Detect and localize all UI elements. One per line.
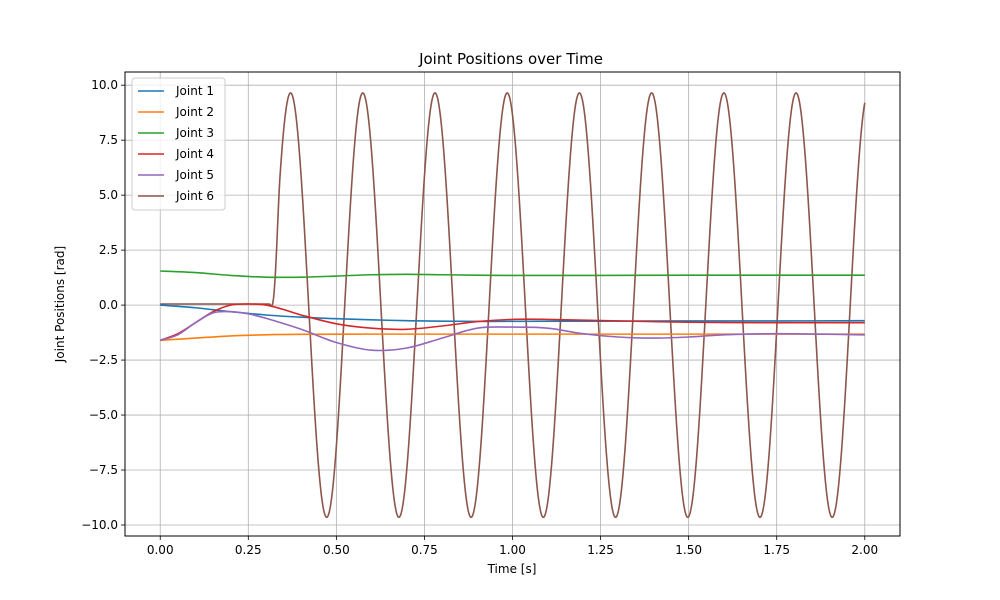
- y-tick-label: 2.5: [99, 243, 118, 257]
- legend-label: Joint 5: [175, 168, 214, 182]
- x-tick-label: 1.00: [499, 543, 526, 557]
- legend-box: [131, 77, 226, 211]
- chart-title: Joint Positions over Time: [418, 50, 603, 68]
- x-tick-label: 0.00: [147, 543, 174, 557]
- series-line-joint-3: [160, 270, 865, 279]
- x-axis-label: Time [s]: [487, 562, 537, 576]
- x-tick-label: 0.25: [235, 543, 262, 557]
- legend-label: Joint 3: [175, 126, 214, 140]
- legend-label: Joint 2: [175, 105, 214, 119]
- y-tick-label: −7.5: [89, 463, 118, 477]
- x-tick-label: 0.75: [411, 543, 438, 557]
- y-tick-label: 7.5: [99, 133, 118, 147]
- y-axis-label: Joint Positions [rad]: [53, 246, 67, 363]
- series-lines: [159, 92, 866, 519]
- legend-label: Joint 6: [175, 189, 214, 203]
- series-line-joint-6: [159, 92, 866, 519]
- legend-label: Joint 4: [175, 147, 214, 161]
- axis-ticks: 0.00 0.25 0.50 0.75 1.00 1.25 1.50 1.75 2.00 −10.…: [81, 78, 878, 557]
- y-tick-label: 5.0: [99, 188, 118, 202]
- series-line-joint-4: [159, 303, 865, 342]
- x-tick-label: 1.75: [763, 543, 790, 557]
- y-tick-label: −10.0: [81, 518, 118, 532]
- y-tick-label: −5.0: [89, 408, 118, 422]
- series-line-joint-5: [159, 310, 865, 352]
- y-tick-label: 0.0: [99, 298, 118, 312]
- legend-label: Joint 1: [175, 84, 214, 98]
- x-tick-label: 0.50: [323, 543, 350, 557]
- y-tick-label: 10.0: [91, 78, 118, 92]
- x-tick-label: 2.00: [851, 543, 878, 557]
- grid-lines: [125, 72, 900, 536]
- x-tick-label: 1.25: [587, 543, 614, 557]
- legend: Joint 1 Joint 2 Joint 3 Joint 4 Joint 5 Joint…: [131, 77, 226, 211]
- series-line-joint-2: [160, 333, 865, 342]
- x-tick-label: 1.50: [675, 543, 702, 557]
- y-tick-label: −2.5: [89, 353, 118, 367]
